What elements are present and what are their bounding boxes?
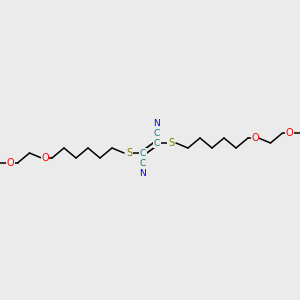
Text: O: O (41, 153, 49, 163)
Text: S: S (126, 148, 132, 158)
Text: C: C (140, 148, 146, 158)
Text: O: O (286, 128, 293, 138)
Text: S: S (168, 138, 174, 148)
Text: N: N (140, 169, 146, 178)
Text: O: O (7, 158, 14, 168)
Text: C: C (154, 128, 160, 137)
Text: C: C (154, 139, 160, 148)
Text: O: O (251, 133, 259, 143)
Text: C: C (140, 158, 146, 167)
Text: N: N (154, 118, 160, 127)
